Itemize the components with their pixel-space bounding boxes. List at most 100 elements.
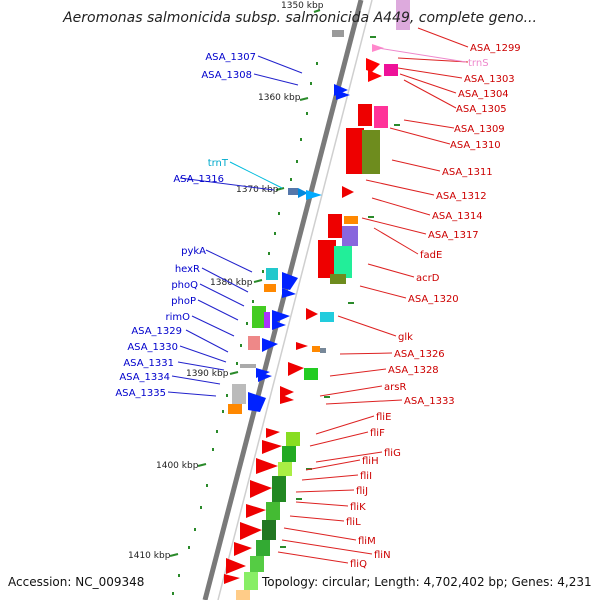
topology-summary: Topology: circular; Length: 4,702,402 bp… xyxy=(262,575,592,589)
gene-label: fliH xyxy=(362,456,379,467)
feature-box xyxy=(288,188,298,195)
feature-box xyxy=(232,384,246,404)
gene-label: ASA_1308 xyxy=(201,70,252,81)
feature-arrow xyxy=(280,394,294,404)
feature-arrow xyxy=(368,70,382,82)
gene-label: fliK xyxy=(350,502,366,513)
gene-label: ASA_1299 xyxy=(470,43,521,54)
feature-box xyxy=(362,130,380,174)
gene-label: ASA_1304 xyxy=(458,89,509,100)
gene-label: fliJ xyxy=(356,486,368,497)
gene-label: ASA_1305 xyxy=(456,104,507,115)
left-labels: ASA_1307 ASA_1308 trnT ASA_1316 pykA hex… xyxy=(115,52,256,399)
feature-box xyxy=(304,368,318,380)
feature-arrow xyxy=(306,308,318,320)
feature-box xyxy=(320,348,326,353)
tick-label: 1410 kbp xyxy=(128,551,171,561)
gene-label: ASA_1326 xyxy=(394,349,445,360)
gene-label: ASA_1331 xyxy=(123,358,174,369)
feature-box xyxy=(332,30,344,37)
tick-label: 1400 kbp xyxy=(156,461,199,471)
feature-arrow xyxy=(298,188,308,198)
feature-arrow xyxy=(336,90,350,100)
feature-arrow xyxy=(272,320,286,330)
feature-box xyxy=(358,104,372,126)
feature-arrow xyxy=(280,386,294,398)
gene-label: ASA_1310 xyxy=(450,140,501,151)
gene-label: fadE xyxy=(420,250,442,261)
gene-label: ASA_1316 xyxy=(173,174,224,185)
feature-arrow xyxy=(306,190,322,200)
feature-box xyxy=(342,226,358,246)
left-leader-lines xyxy=(167,55,303,397)
feature-arrow xyxy=(282,288,296,298)
feature-box xyxy=(312,346,320,352)
forward-strand-features xyxy=(224,0,410,600)
feature-arrow xyxy=(366,58,380,72)
feature-arrow xyxy=(248,392,266,412)
gene-label: ASA_1312 xyxy=(436,191,487,202)
feature-box xyxy=(264,284,276,292)
gene-label: fliG xyxy=(384,448,401,459)
right-leader-lines xyxy=(277,27,469,564)
tick-label: 1360 kbp xyxy=(258,93,301,103)
gene-label: fliM xyxy=(358,536,376,547)
feature-arrow xyxy=(342,186,354,198)
feature-box xyxy=(334,246,352,278)
gene-label: ASA_1330 xyxy=(127,342,178,353)
feature-box xyxy=(264,312,270,328)
gene-label: acrD xyxy=(416,273,440,284)
leader-line-trnS xyxy=(377,47,467,63)
tick-label: 1350 kbp xyxy=(281,1,324,11)
feature-arrow xyxy=(258,372,272,382)
feature-arrow xyxy=(288,362,304,376)
gene-label: ASA_1328 xyxy=(388,365,439,376)
tick-label: 1390 kbp xyxy=(186,369,229,379)
gene-label: ASA_1320 xyxy=(408,294,459,305)
gene-label: phoQ xyxy=(171,280,198,291)
reverse-strand-features xyxy=(228,30,350,414)
feature-box xyxy=(228,404,242,414)
gene-label: ASA_1334 xyxy=(119,372,170,383)
gene-label: ASA_1333 xyxy=(404,396,455,407)
gene-label: ASA_1314 xyxy=(432,211,483,222)
feature-box xyxy=(330,274,346,284)
feature-box xyxy=(240,364,256,368)
gene-label: fliN xyxy=(374,550,391,561)
flagellar-gene-cluster xyxy=(224,428,300,600)
gene-label: hexR xyxy=(175,264,200,275)
feature-box xyxy=(320,312,334,322)
tick-label: 1370 kbp xyxy=(236,185,279,195)
feature-box xyxy=(374,106,388,128)
gene-label: arsR xyxy=(384,382,406,393)
feature-arrow xyxy=(296,342,308,350)
map-title: Aeromonas salmonicida subsp. salmonicida… xyxy=(63,10,537,26)
feature-box xyxy=(344,216,358,224)
gene-label: ASA_1309 xyxy=(454,124,505,135)
feature-arrow xyxy=(282,272,298,290)
feature-box xyxy=(346,128,364,174)
tick-marks xyxy=(169,9,321,557)
feature-box xyxy=(318,240,336,278)
feature-box xyxy=(384,64,398,76)
feature-box xyxy=(248,336,260,350)
gene-label: trnT xyxy=(208,158,229,169)
feature-box xyxy=(266,268,278,280)
accession-text: Accession: NC_009348 xyxy=(8,575,145,589)
gene-label: fliL xyxy=(346,517,361,528)
gene-label: fliI xyxy=(360,471,372,482)
gene-label: glk xyxy=(398,332,413,343)
leader-line-trnT xyxy=(229,161,283,189)
feature-box xyxy=(396,0,410,30)
gene-label: fliE xyxy=(376,412,391,423)
feature-box xyxy=(252,306,266,328)
backbone-line xyxy=(202,0,364,600)
feature-box xyxy=(328,214,342,238)
gene-label: ASA_1329 xyxy=(131,326,182,337)
gene-label: fliF xyxy=(370,428,385,439)
gene-label: ASA_1335 xyxy=(115,388,166,399)
gene-label: fliQ xyxy=(350,559,367,570)
gene-label: ASA_1303 xyxy=(464,74,515,85)
